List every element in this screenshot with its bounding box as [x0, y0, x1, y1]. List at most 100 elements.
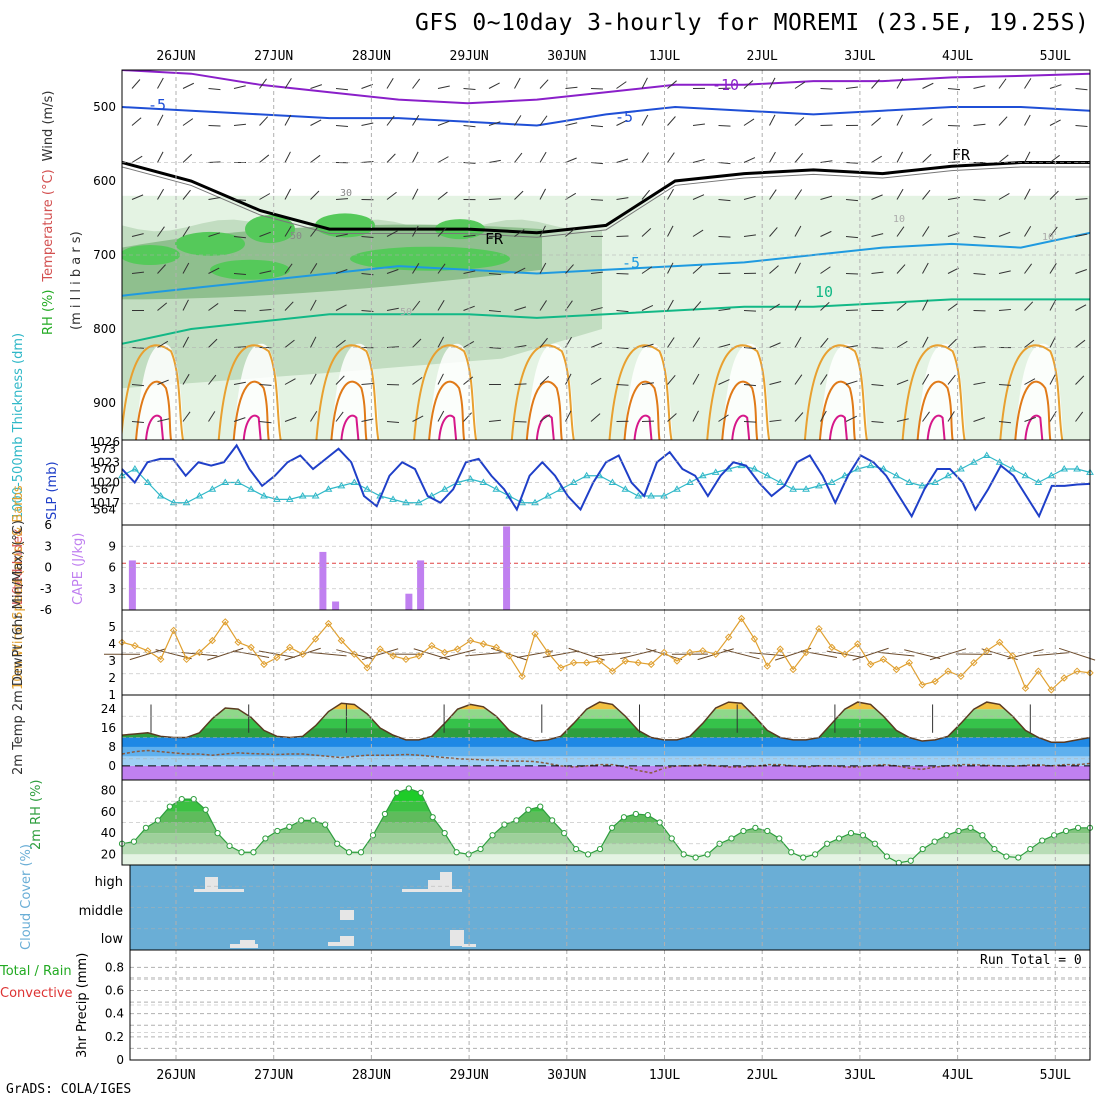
wind-barb-10m: [181, 652, 218, 657]
rh-point: [573, 845, 580, 853]
slp-ylabel: SLP (mb): [45, 461, 60, 520]
temp-ytick: 24: [101, 702, 116, 716]
wind-speed-point: [195, 648, 204, 657]
wind-speed-point: [1060, 674, 1068, 682]
wind-barb: [616, 384, 629, 386]
wind-speed-point: [673, 657, 681, 665]
day-label-bottom: 1JUL: [649, 1068, 680, 1083]
thickness-point: [776, 478, 785, 485]
wind-speed-point: [337, 636, 346, 645]
wind-barb: [922, 189, 931, 200]
day-label-bottom: 27JUN: [254, 1068, 293, 1083]
wind-barb: [616, 273, 629, 275]
wind-ytick: 4: [108, 637, 116, 651]
li-ytick: 0: [44, 561, 52, 575]
wind-barb: [718, 343, 731, 348]
wind-barb: [845, 273, 859, 275]
wind-barb: [539, 225, 546, 237]
thickness-ytick: 567: [93, 482, 116, 496]
temp-contour-15: [315, 344, 380, 440]
rh-dry-column: [819, 343, 868, 440]
wind-barb: [361, 418, 374, 422]
wind-speed-point: [324, 619, 333, 628]
rh-point: [142, 824, 150, 831]
wind-barb: [871, 421, 884, 424]
wind-barb: [539, 300, 547, 311]
wind-barb: [539, 79, 549, 89]
rh-point: [800, 854, 807, 861]
wind-barb: [208, 196, 221, 200]
wind-barb: [335, 198, 349, 200]
wind-barb: [386, 230, 398, 237]
thickness-point: [131, 465, 139, 472]
wind-barb: [896, 302, 907, 311]
slp-ytick: 1026: [89, 435, 120, 449]
wind-barb: [1075, 198, 1088, 200]
wind-barb: [284, 78, 292, 89]
thickness-point: [1034, 478, 1043, 485]
day-label-bottom: 3JUL: [844, 1068, 875, 1083]
thickness-point: [995, 458, 1004, 465]
rh-point: [202, 806, 209, 813]
wind-barb: [310, 299, 317, 311]
rh-shade-green: [315, 213, 375, 238]
wind-barb: [1024, 78, 1032, 89]
wind-speed-point: [453, 645, 462, 653]
wind-barb: [539, 188, 547, 200]
thickness-point: [1073, 465, 1081, 472]
wind-barb: [871, 79, 880, 89]
wind-barb: [208, 303, 219, 311]
temp-contour-20: [818, 380, 856, 440]
wind-barb: [335, 411, 344, 422]
temp-contour-5: [122, 231, 1090, 297]
wind-barb: [284, 225, 292, 237]
thickness-point: [866, 461, 875, 469]
wind-speed-point: [724, 633, 733, 641]
rh-dry-column: [722, 343, 771, 440]
wind-barb: [769, 189, 777, 200]
thickness-point: [569, 478, 578, 485]
wind-barb: [769, 380, 782, 385]
wind-speed-point: [518, 672, 526, 681]
wind-barb: [182, 189, 191, 200]
wind-barb: [820, 230, 832, 237]
wind-barb: [820, 195, 833, 200]
rh-point: [859, 832, 867, 839]
thickness-point: [1021, 471, 1030, 479]
temp-contour-20: [1014, 380, 1052, 440]
wind-barb: [1075, 375, 1085, 385]
rh-dry-column: [917, 343, 966, 440]
wind-barb: [794, 225, 802, 237]
cloud-bar: [194, 889, 244, 892]
rh-point: [465, 851, 472, 858]
wind-barb: [667, 337, 675, 348]
wind-barb: [386, 307, 399, 311]
wind-barb: [488, 198, 502, 200]
wind-speed-point: [737, 614, 746, 623]
wind-barb: [514, 383, 527, 385]
wind-barb: [973, 273, 986, 276]
wind-barb: [1075, 339, 1086, 348]
rh-dry-column: [233, 343, 282, 440]
wind-barb: [667, 188, 674, 200]
wind-barb: [565, 228, 576, 237]
wind-barb-10m: [620, 649, 657, 660]
wind-barb: [718, 199, 731, 202]
wind-speed-point: [479, 640, 488, 648]
wind-barb: [131, 384, 144, 387]
wind-barb: [1075, 88, 1088, 91]
cape-bar: [319, 551, 327, 610]
wind-speed-point: [570, 658, 578, 667]
wind-barb: [259, 78, 267, 89]
thickness-point: [479, 478, 488, 485]
temp-band: [122, 765, 1090, 780]
wind-barb: [871, 271, 884, 274]
wind-barb: [922, 118, 933, 126]
wind-barb: [131, 271, 144, 274]
thickness-point: [944, 471, 952, 479]
rh-dry-column: [331, 343, 380, 440]
temp-contour-25: [1024, 414, 1044, 440]
wind-speed-point: [595, 657, 604, 665]
day-label-top: 4JUL: [942, 49, 973, 64]
